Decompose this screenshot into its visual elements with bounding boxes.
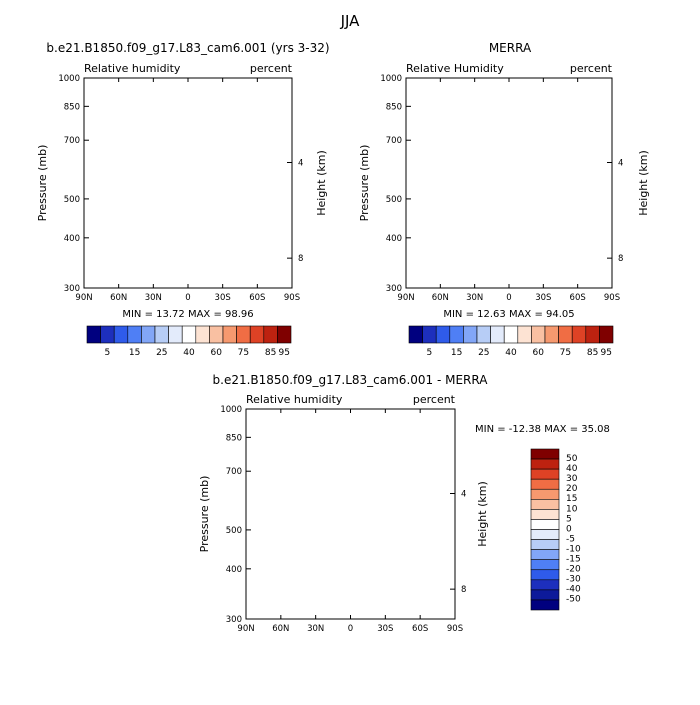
x-tick-label: 30S (215, 293, 231, 303)
panel-left-label: Relative Humidity (406, 62, 504, 75)
panel-left-label: Relative humidity (84, 62, 181, 75)
height-tick-label: 8 (298, 254, 303, 264)
y-tick-label: 400 (64, 234, 80, 244)
x-tick-label: 30N (145, 293, 162, 303)
panel-right-label: percent (570, 62, 613, 75)
x-tick-label: 90N (75, 293, 92, 303)
plot-frame (84, 78, 292, 288)
y-axis-label: Pressure (mb) (36, 145, 49, 222)
x-tick-label: 0 (185, 293, 190, 303)
season-title: JJA (340, 12, 361, 30)
y-tick-label: 700 (64, 136, 80, 146)
panel-title: MERRA (489, 41, 532, 55)
x-tick-label: 60N (110, 293, 127, 303)
y-tick-label: 1000 (58, 74, 80, 84)
height-axis-label: Height (km) (315, 150, 328, 216)
y-tick-label: 500 (64, 195, 80, 205)
panel-title: b.e21.B1850.f09_g17.L83_cam6.001 (yrs 3-… (46, 41, 329, 55)
x-tick-label: 60S (249, 293, 265, 303)
min-max-stats: MIN = 13.72 MAX = 98.96 (122, 309, 253, 320)
height-tick-label: 4 (298, 159, 303, 169)
y-tick-label: 300 (64, 284, 80, 294)
panel-1: b.e21.B1850.f09_g17.L83_cam6.001 (yrs 3-… (36, 41, 330, 320)
y-tick-label: 850 (64, 102, 80, 112)
x-tick-label: 90S (284, 293, 300, 303)
panel-right-label: percent (250, 62, 293, 75)
